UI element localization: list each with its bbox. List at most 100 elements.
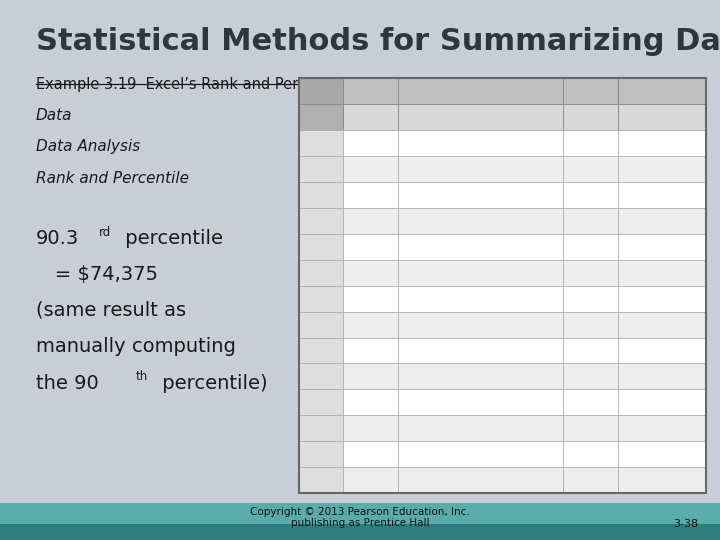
Bar [562, 441, 618, 467]
Bar [299, 234, 343, 260]
Text: 15: 15 [315, 475, 327, 485]
Text: A: A [366, 86, 374, 96]
Bar [397, 389, 562, 415]
Text: 2: 2 [608, 164, 614, 174]
Text: 91: 91 [382, 216, 394, 226]
Text: $110,000.00: $110,000.00 [400, 190, 462, 200]
Text: 91.30%: 91.30% [666, 346, 703, 355]
Text: 90.30%: 90.30% [666, 372, 703, 381]
Bar [562, 156, 618, 182]
Text: 83: 83 [382, 423, 394, 433]
Text: 12: 12 [315, 397, 327, 407]
Text: Data: Data [36, 108, 73, 123]
Text: 6: 6 [318, 242, 324, 252]
Bar [562, 363, 618, 389]
Bar [343, 415, 397, 441]
Text: 14: 14 [315, 449, 327, 459]
Bar [299, 104, 343, 130]
Text: ◤: ◤ [317, 86, 325, 96]
Text: $  76,500.00: $ 76,500.00 [400, 346, 462, 355]
Text: 10: 10 [602, 372, 614, 381]
Bar [618, 415, 706, 441]
Text: 98.90%: 98.90% [666, 164, 703, 174]
Bar [618, 182, 706, 208]
Bar [397, 363, 562, 389]
Text: 14: 14 [602, 475, 614, 485]
Bar [618, 467, 706, 493]
Bar [397, 286, 562, 312]
Text: Percent: Percent [643, 112, 680, 122]
Bar [397, 234, 562, 260]
Text: 12: 12 [602, 423, 614, 433]
Text: $  74,375.00: $ 74,375.00 [400, 372, 462, 381]
Bar [299, 286, 343, 312]
Bar [562, 467, 618, 493]
Text: 89.20%: 89.20% [666, 397, 703, 407]
Text: th: th [135, 370, 148, 383]
Bar [618, 208, 706, 234]
Text: $127,500.00: $127,500.00 [400, 138, 462, 148]
Bar [562, 234, 618, 260]
Bar [299, 389, 343, 415]
Text: percentile: percentile [119, 230, 222, 248]
Bar [562, 104, 618, 130]
Text: Example 3.19  Excel’s Rank and Percentile Tool: Example 3.19 Excel’s Rank and Percentile… [36, 77, 380, 92]
Bar [343, 182, 397, 208]
Text: Point: Point [358, 112, 382, 122]
Bar [343, 260, 397, 286]
Text: 9: 9 [608, 346, 614, 355]
Bar [299, 130, 343, 156]
Text: percentile): percentile) [156, 374, 268, 393]
Text: 88.10%: 88.10% [666, 423, 703, 433]
Text: D: D [657, 86, 666, 96]
Text: $  63,750.00: $ 63,750.00 [400, 475, 462, 485]
Bar [343, 234, 397, 260]
Bar [343, 104, 397, 130]
Bar [343, 78, 397, 104]
Text: 92.40%: 92.40% [666, 320, 703, 329]
Text: 93: 93 [382, 164, 394, 174]
Bar [618, 363, 706, 389]
Bar [299, 338, 343, 363]
Bar [397, 415, 562, 441]
Bar [299, 182, 343, 208]
Text: $  65,875.00: $ 65,875.00 [400, 423, 462, 433]
Bar [562, 312, 618, 338]
Bar [397, 467, 562, 493]
Text: rd: rd [99, 226, 111, 239]
Text: 90: 90 [382, 242, 394, 252]
Text: 95.60%: 95.60% [666, 242, 703, 252]
Bar [397, 156, 562, 182]
Bar [0, 503, 720, 540]
Text: 4: 4 [608, 216, 614, 226]
Text: 6: 6 [608, 268, 614, 278]
Text: $  64,500.00: $ 64,500.00 [400, 449, 462, 459]
Text: B: B [476, 86, 485, 96]
Text: $  96,750.00: $ 96,750.00 [400, 242, 462, 252]
Bar [562, 415, 618, 441]
Bar [562, 389, 618, 415]
Text: 87.00%: 87.00% [666, 449, 703, 459]
Text: $  81,937.50: $ 81,937.50 [400, 294, 462, 303]
Text: 86.00%: 86.00% [666, 475, 703, 485]
Text: 81: 81 [382, 475, 394, 485]
Text: 10: 10 [315, 346, 327, 355]
Bar [343, 156, 397, 182]
Text: 88: 88 [382, 294, 394, 303]
Bar [618, 156, 706, 182]
Bar [562, 208, 618, 234]
Bar [299, 78, 706, 493]
Text: 94: 94 [382, 138, 394, 148]
Bar [618, 389, 706, 415]
Text: 11: 11 [602, 397, 614, 407]
Text: 13: 13 [315, 423, 327, 433]
Bar [397, 104, 562, 130]
Text: Copyright © 2013 Pearson Education, Inc.
publishing as Prentice Hall: Copyright © 2013 Pearson Education, Inc.… [250, 507, 470, 528]
Text: C: C [586, 86, 594, 96]
Bar [562, 78, 618, 104]
Text: Cost per order: Cost per order [445, 112, 516, 122]
Text: 87: 87 [382, 320, 394, 329]
Bar [299, 312, 343, 338]
Text: 7: 7 [318, 268, 324, 278]
Bar [343, 130, 397, 156]
